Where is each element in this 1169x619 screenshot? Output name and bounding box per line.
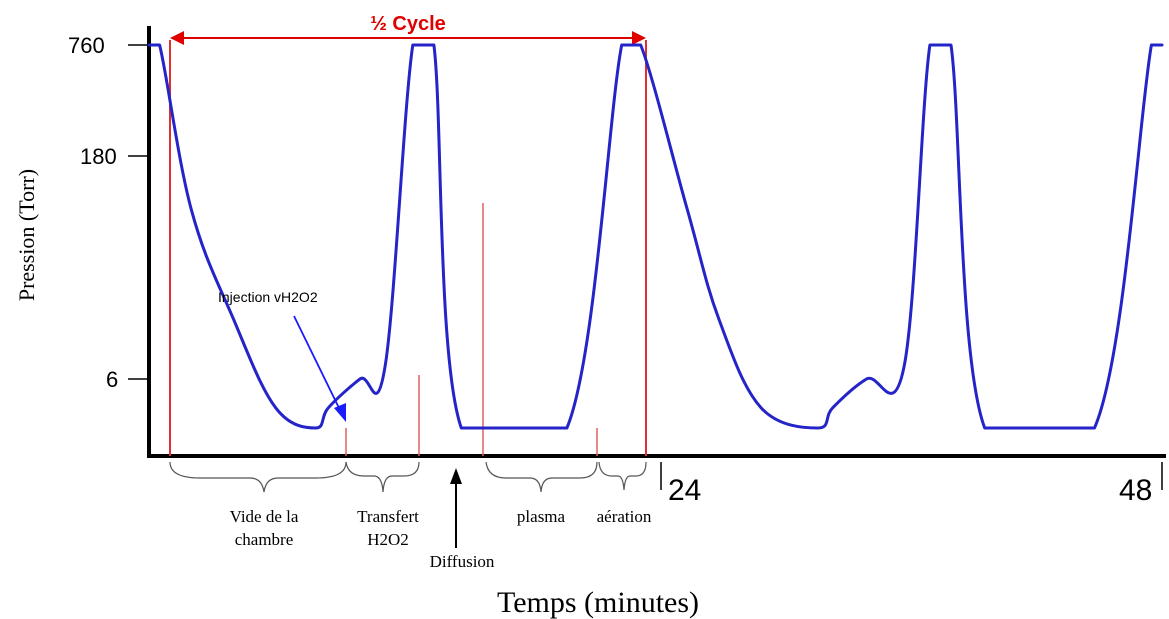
injection-label: Injection vH2O2 <box>218 289 318 305</box>
phase-label-aeration: aération <box>597 507 652 526</box>
half-cycle-arrow-right-head <box>632 31 646 45</box>
injection-arrow-line <box>293 315 341 411</box>
brace-plasma <box>485 461 598 493</box>
brace-transfert <box>345 461 420 493</box>
y-tick-label-760: 760 <box>68 33 105 58</box>
pressure-curve-line <box>147 43 1164 430</box>
y-ticks: 760 180 6 <box>68 33 149 392</box>
diffusion-arrow-head <box>450 468 462 484</box>
x-ticks: 24 48 <box>660 462 1163 507</box>
injection-annotation: Injection vH2O2 <box>218 289 346 422</box>
brace-aeration <box>598 461 647 491</box>
x-axis-label: Temps (minutes) <box>497 586 699 619</box>
half-cycle-arrow: ½ Cycle <box>170 13 646 45</box>
phase-label-vide-line1: Vide de la <box>230 507 299 526</box>
x-tick-label-48: 48 <box>1119 474 1152 507</box>
y-tick-label-180: 180 <box>80 144 117 169</box>
diffusion-label: Diffusion <box>430 552 495 571</box>
axes <box>147 26 1166 458</box>
phase-labels: Vide de la chambre Transfert H2O2 plasma… <box>230 507 652 549</box>
phase-braces <box>169 461 647 493</box>
phase-label-plasma: plasma <box>517 507 566 526</box>
half-cycle-label: ½ Cycle <box>370 13 446 35</box>
half-cycle-arrow-left-head <box>170 31 184 45</box>
phase-label-transfert-line1: Transfert <box>357 507 419 526</box>
y-tick-label-6: 6 <box>106 367 118 392</box>
phase-label-vide-line2: chambre <box>235 530 294 549</box>
diffusion-annotation: Diffusion <box>430 468 495 571</box>
injection-arrow-head <box>334 403 346 422</box>
phase-label-transfert-line2: H2O2 <box>367 530 409 549</box>
x-tick-label-24: 24 <box>668 474 701 507</box>
y-axis-label: Pression (Torr) <box>14 169 39 301</box>
brace-vide <box>169 461 347 493</box>
